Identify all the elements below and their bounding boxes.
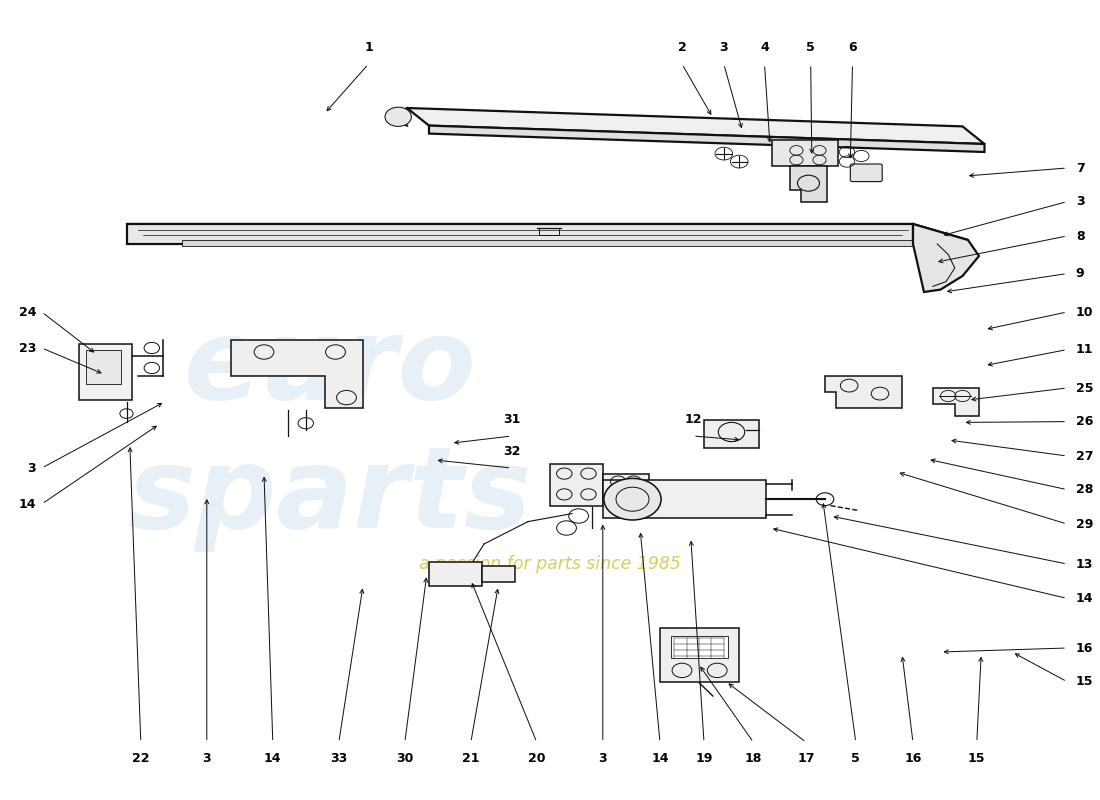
Text: 16: 16	[1076, 642, 1093, 654]
Text: 3: 3	[598, 752, 607, 765]
Text: 14: 14	[1076, 592, 1093, 605]
Text: 1: 1	[364, 42, 373, 54]
Text: 13: 13	[1076, 558, 1093, 570]
Text: 30: 30	[396, 752, 414, 765]
Polygon shape	[704, 420, 759, 448]
Text: 14: 14	[19, 498, 36, 510]
FancyBboxPatch shape	[603, 480, 766, 518]
Text: 10: 10	[1076, 306, 1093, 318]
FancyBboxPatch shape	[850, 164, 882, 182]
Polygon shape	[126, 224, 968, 240]
Text: 16: 16	[904, 752, 922, 765]
Text: 29: 29	[1076, 518, 1093, 530]
Text: 3: 3	[719, 42, 728, 54]
Text: 18: 18	[745, 752, 762, 765]
Polygon shape	[550, 464, 603, 506]
Polygon shape	[772, 140, 838, 166]
Polygon shape	[790, 166, 827, 202]
Polygon shape	[913, 224, 979, 292]
Text: 33: 33	[330, 752, 348, 765]
Text: 28: 28	[1076, 483, 1093, 496]
Text: euro
sparts: euro sparts	[128, 312, 532, 552]
Polygon shape	[231, 340, 363, 408]
Text: 26: 26	[1076, 415, 1093, 428]
Text: 27: 27	[1076, 450, 1093, 462]
Polygon shape	[429, 126, 984, 152]
Polygon shape	[126, 224, 913, 244]
Text: 19: 19	[695, 752, 713, 765]
Text: 3: 3	[1076, 195, 1085, 208]
Text: 25: 25	[1076, 382, 1093, 394]
Circle shape	[385, 107, 411, 126]
Polygon shape	[429, 562, 482, 586]
Polygon shape	[182, 240, 968, 246]
Text: 21: 21	[462, 752, 480, 765]
Text: 3: 3	[28, 462, 36, 474]
Polygon shape	[933, 388, 979, 416]
Text: 23: 23	[19, 342, 36, 354]
Polygon shape	[482, 566, 515, 582]
Polygon shape	[407, 108, 984, 144]
Text: 14: 14	[264, 752, 282, 765]
Text: 31: 31	[503, 414, 520, 426]
Text: 11: 11	[1076, 343, 1093, 356]
Text: 14: 14	[651, 752, 669, 765]
Text: 17: 17	[798, 752, 815, 765]
Text: 4: 4	[760, 42, 769, 54]
Polygon shape	[660, 628, 739, 682]
Text: 6: 6	[848, 42, 857, 54]
Polygon shape	[86, 350, 121, 384]
Text: 9: 9	[1076, 267, 1085, 280]
Text: 22: 22	[132, 752, 150, 765]
Text: 3: 3	[202, 752, 211, 765]
Text: 2: 2	[678, 42, 686, 54]
Polygon shape	[603, 474, 649, 498]
Text: 32: 32	[503, 446, 520, 458]
Text: 24: 24	[19, 306, 36, 318]
Text: 15: 15	[1076, 675, 1093, 688]
Text: 15: 15	[968, 752, 986, 765]
Text: a passion for parts since 1985: a passion for parts since 1985	[419, 555, 681, 573]
Text: 8: 8	[1076, 230, 1085, 242]
Circle shape	[604, 478, 661, 520]
Circle shape	[798, 175, 820, 191]
Text: 7: 7	[1076, 162, 1085, 174]
Polygon shape	[825, 376, 902, 408]
Text: 12: 12	[684, 414, 702, 426]
Text: 5: 5	[851, 752, 860, 765]
Text: 20: 20	[528, 752, 546, 765]
Polygon shape	[671, 636, 728, 658]
Polygon shape	[79, 344, 132, 400]
Text: 5: 5	[806, 42, 815, 54]
